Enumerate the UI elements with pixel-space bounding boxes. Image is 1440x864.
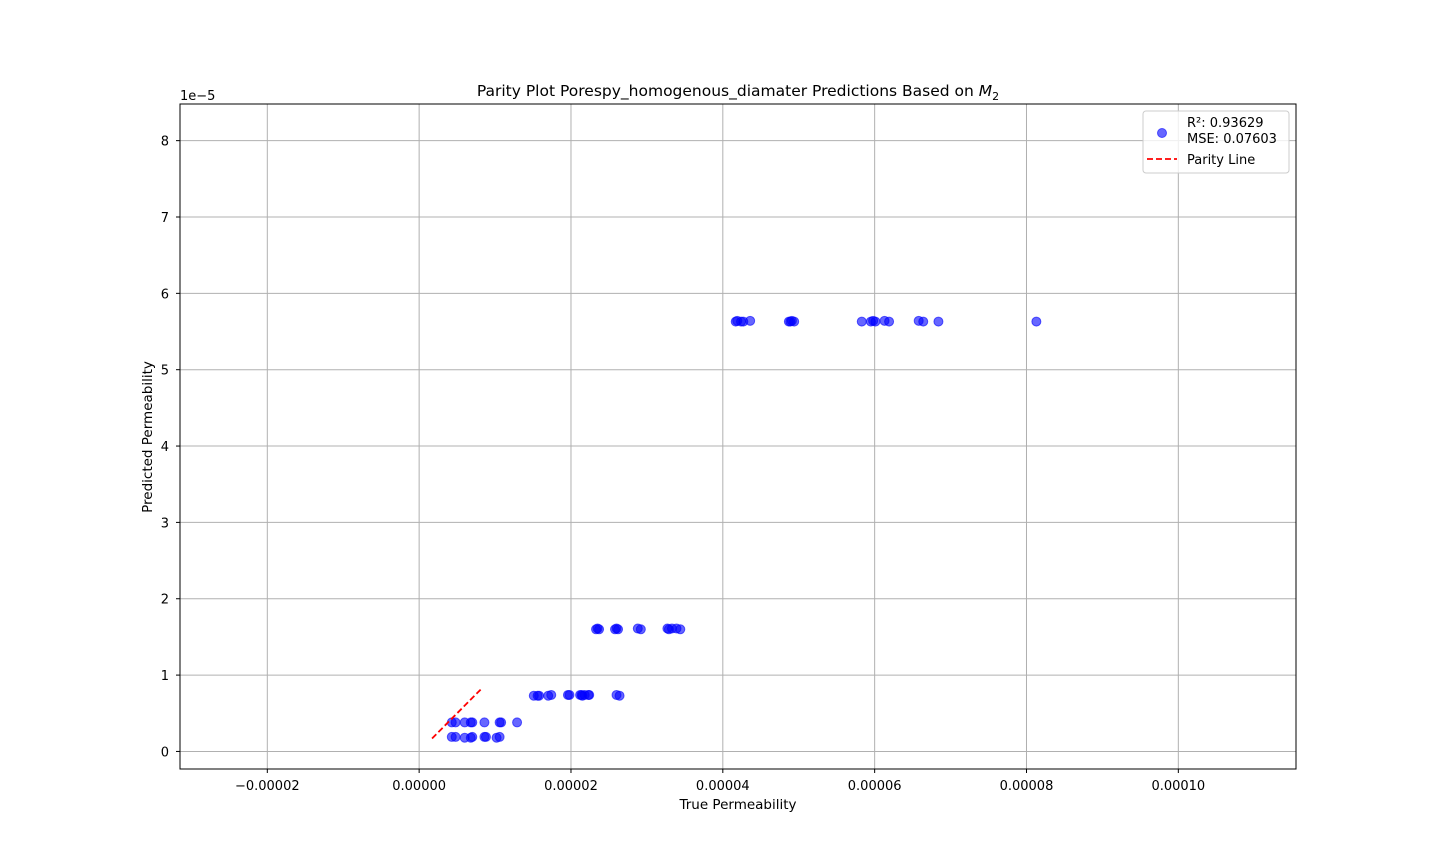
legend-parity-line-label: Parity Line	[1187, 153, 1255, 168]
x-tick-label: 0.00008	[1000, 779, 1054, 794]
y-tick-label: 2	[161, 593, 169, 608]
scatter-point	[635, 624, 646, 635]
y-tick-label: 7	[161, 211, 169, 226]
scatter-point	[564, 689, 575, 700]
x-tick-label: 0.00002	[544, 779, 598, 794]
legend: R²: 0.93629 MSE: 0.07603 Parity Line	[1142, 110, 1290, 174]
scatter-point	[789, 316, 800, 327]
legend-point-marker	[1157, 128, 1167, 138]
scatter-point	[870, 316, 881, 327]
scatter-point	[1031, 316, 1042, 327]
x-tick-label: 0.00004	[696, 779, 750, 794]
scatter-point	[494, 731, 505, 742]
y-axis-label: Predicted Permeability	[140, 361, 156, 513]
scatter-point	[614, 690, 625, 701]
scatter-point	[884, 316, 895, 327]
x-axis-label: True Permeability	[678, 797, 796, 813]
legend-r2-label: R²: 0.93629	[1187, 116, 1264, 131]
grid	[180, 104, 1296, 769]
scatter-point	[450, 717, 461, 728]
y-tick-label: 4	[161, 440, 169, 455]
legend-mse-label: MSE: 0.07603	[1187, 132, 1277, 147]
scatter-point	[856, 316, 867, 327]
y-tick-label: 6	[161, 287, 169, 302]
scatter-point	[745, 315, 756, 326]
scatter-point	[584, 689, 595, 700]
scatter-point	[479, 717, 490, 728]
scatter-point	[613, 624, 624, 635]
scatter-point	[480, 731, 491, 742]
y-tick-label: 3	[161, 516, 169, 531]
x-axis-ticks: −0.00002 0.00000 0.00002 0.00004 0.00006 0.00…	[235, 769, 1205, 794]
y-tick-label: 8	[161, 135, 169, 150]
x-tick-label: 0.00000	[392, 779, 446, 794]
scatter-point	[496, 717, 507, 728]
scatter-point	[675, 624, 686, 635]
scatter-point	[467, 717, 478, 728]
parity-line	[431, 688, 482, 740]
y-tick-label: 5	[161, 364, 169, 379]
scatter-point	[918, 316, 929, 327]
legend-box	[1142, 110, 1290, 174]
scatter-point	[534, 690, 545, 701]
parity-line-layer	[431, 688, 482, 740]
x-tick-label: −0.00002	[235, 779, 300, 794]
x-tick-label: 0.00010	[1151, 779, 1205, 794]
chart-title: Parity Plot Porespy_homogenous_diamater …	[477, 82, 999, 103]
scatter-point	[467, 731, 478, 742]
scatter-point	[594, 624, 605, 635]
plot-frame	[179, 103, 1297, 770]
scatter-point	[933, 316, 944, 327]
scatter-points	[446, 315, 1042, 743]
y-tick-label: 1	[161, 669, 169, 684]
scatter-point	[450, 731, 461, 742]
y-offset-text: 1e−5	[180, 89, 215, 104]
y-axis-ticks: 0 1 2 3 4 5 6 7 8	[161, 135, 180, 760]
scatter-point	[512, 717, 523, 728]
scatter-point	[546, 689, 557, 700]
y-tick-label: 0	[161, 745, 169, 760]
x-tick-label: 0.00006	[848, 779, 902, 794]
